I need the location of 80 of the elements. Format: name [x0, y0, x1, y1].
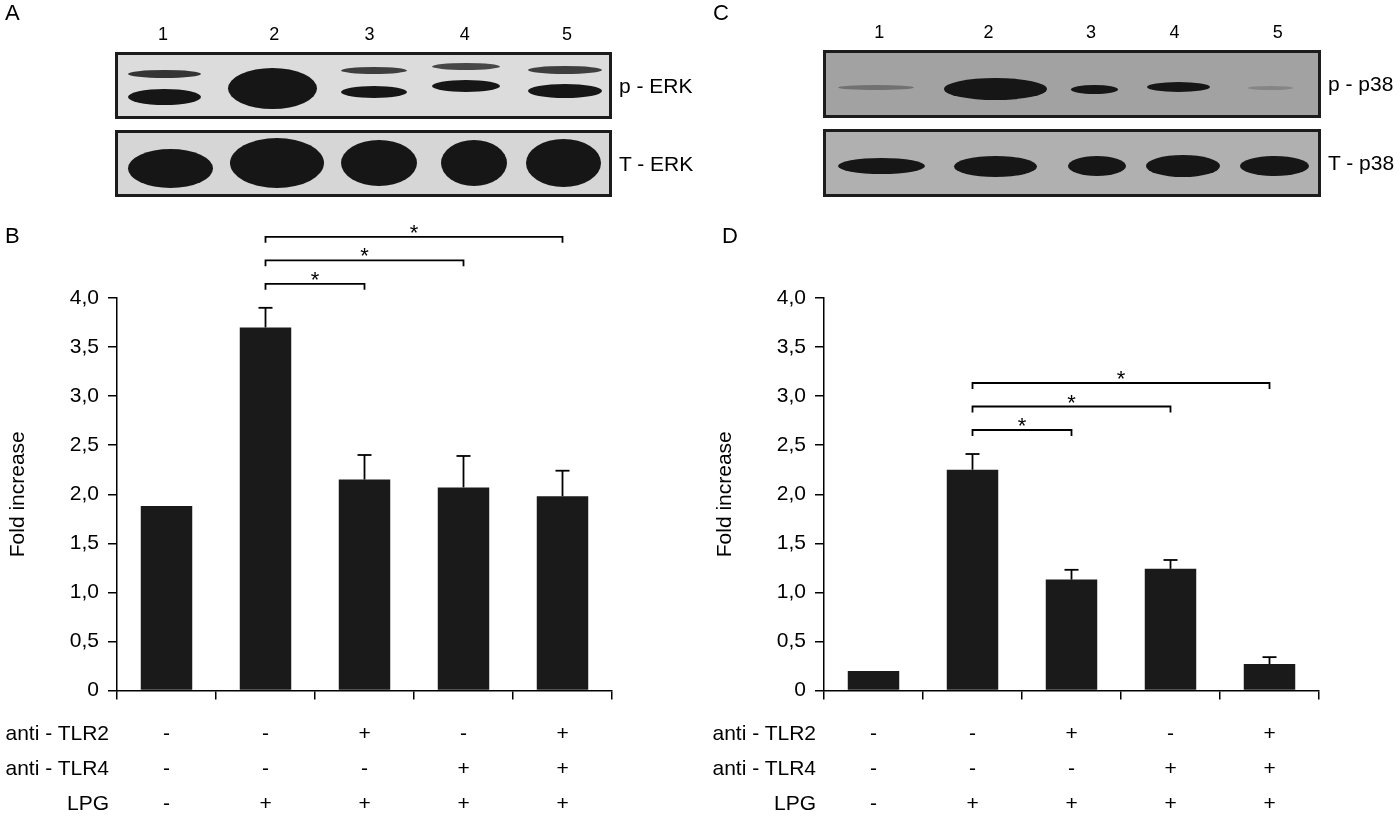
y-axis-title: Fold increase: [712, 431, 736, 558]
text: +: [1263, 791, 1276, 815]
category-label: 4: [459, 23, 470, 45]
y-tick-label: 1,0: [776, 579, 806, 603]
text: -: [163, 756, 170, 780]
category-label: 2: [983, 21, 994, 43]
y-tick-label: 1,5: [776, 530, 806, 554]
text: -: [262, 756, 269, 780]
text: -: [163, 791, 170, 815]
y-tick-label: 2,5: [69, 431, 99, 455]
y-tick-label: 0,5: [776, 628, 806, 652]
text: -: [262, 721, 269, 745]
category-label: 5: [1272, 21, 1283, 43]
text: T - p38: [1328, 151, 1395, 175]
text: LPG: [66, 791, 109, 815]
text: -: [361, 756, 368, 780]
category-label: 1: [158, 23, 169, 45]
text: +: [556, 791, 569, 815]
text: anti - TLR2: [712, 721, 816, 745]
annotation: *: [1116, 366, 1126, 392]
text: +: [556, 721, 569, 745]
y-tick-label: 3,0: [776, 382, 806, 406]
category-label: 3: [364, 23, 375, 45]
chart-title: D: [722, 223, 738, 248]
text: +: [1263, 756, 1276, 780]
y-tick-label: 3,0: [69, 382, 99, 406]
y-tick-label: 0: [87, 677, 99, 701]
text: -: [460, 721, 467, 745]
y-tick-label: 2,0: [69, 481, 99, 505]
text: -: [1068, 756, 1075, 780]
text: -: [870, 791, 877, 815]
text: +: [1065, 721, 1078, 745]
text: C: [713, 0, 729, 25]
text: -: [969, 756, 976, 780]
y-tick-label: 0,5: [69, 628, 99, 652]
y-tick-label: 1,5: [69, 530, 99, 554]
text: +: [1164, 791, 1177, 815]
annotation: *: [1017, 413, 1027, 439]
text: p - p38: [1328, 72, 1394, 96]
text: +: [358, 791, 371, 815]
text: +: [358, 721, 371, 745]
text: anti - TLR2: [5, 721, 109, 745]
text: -: [1167, 721, 1174, 745]
text: *: [360, 243, 370, 269]
text: T - ERK: [619, 151, 694, 176]
y-tick-label: 2,0: [776, 481, 806, 505]
category-label: 5: [561, 23, 572, 45]
y-tick-label: 3,5: [69, 333, 99, 357]
y-tick-label: 0: [794, 677, 806, 701]
text: LPG: [773, 791, 816, 815]
text: +: [457, 791, 470, 815]
text: +: [259, 791, 272, 815]
text: -: [163, 721, 170, 745]
text: +: [556, 756, 569, 780]
y-axis-title: Fold increase: [5, 431, 29, 558]
text: p - ERK: [619, 73, 693, 98]
text: *: [409, 219, 419, 245]
text: *: [310, 266, 320, 292]
text: -: [969, 721, 976, 745]
y-tick-label: 4,0: [69, 284, 99, 308]
text: +: [1164, 756, 1177, 780]
text: anti - TLR4: [5, 756, 110, 780]
y-tick-label: 4,0: [776, 284, 806, 308]
y-tick-label: 3,5: [776, 333, 806, 357]
category-label: 1: [874, 21, 885, 43]
category-label: 3: [1085, 21, 1097, 43]
annotation: *: [1067, 389, 1077, 415]
y-tick-label: 2,5: [776, 431, 806, 455]
text: +: [1065, 791, 1078, 815]
text: -: [870, 756, 877, 780]
category-label: 4: [1169, 21, 1180, 43]
category-label: 2: [269, 23, 280, 45]
text: A: [5, 0, 20, 25]
text: +: [1263, 721, 1276, 745]
y-tick-label: 1,0: [69, 579, 99, 603]
text: anti - TLR4: [712, 756, 817, 780]
chart-title: B: [5, 223, 20, 248]
text: +: [966, 791, 979, 815]
text: -: [870, 721, 877, 745]
text: +: [457, 756, 470, 780]
